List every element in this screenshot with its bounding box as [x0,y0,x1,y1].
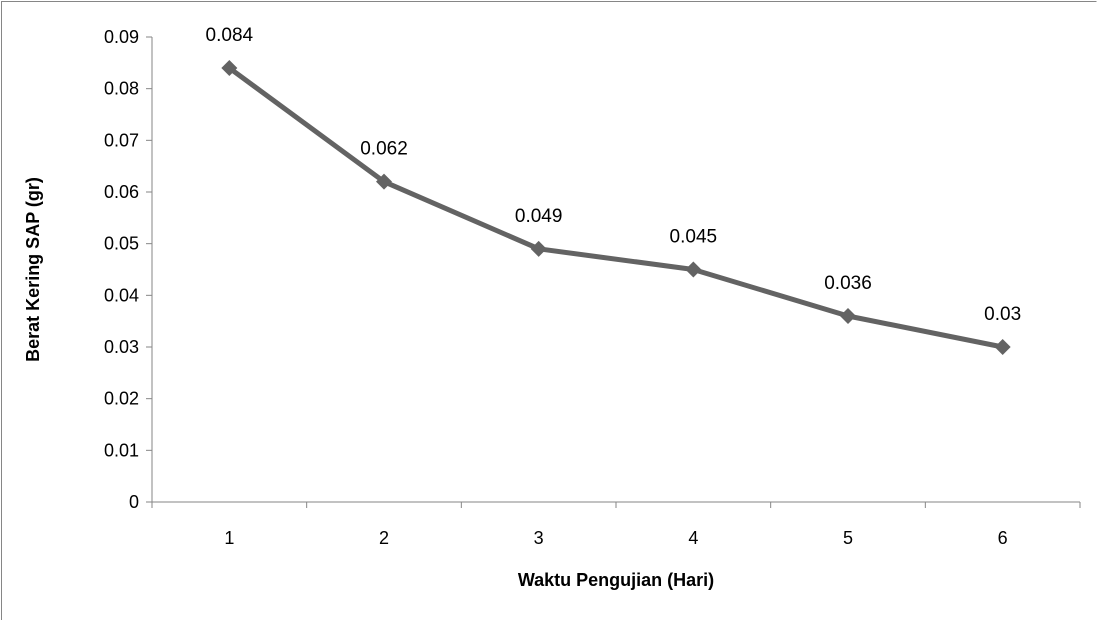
series-group: 0.084 0.062 0.049 0.045 0.036 0.03 [206,25,1021,355]
data-point-marker [221,60,238,76]
x-tick-label: 5 [843,528,853,548]
data-label: 0.049 [515,206,563,227]
x-tick-label: 1 [224,528,234,548]
x-tick-label: 4 [688,528,698,548]
x-axis-ticks: 1 2 3 4 5 6 [151,502,1081,548]
y-tick-label: 0.02 [104,389,139,409]
y-axis-ticks: 0 0.01 0.02 0.03 0.04 0.05 0.06 0.07 0.08 0.09 [104,27,152,512]
series-line [226,65,1006,350]
x-tick-label: 6 [998,528,1008,548]
y-tick-label: 0 [129,492,139,512]
y-tick-label: 0.04 [104,285,139,305]
data-label: 0.036 [824,273,872,294]
data-label: 0.084 [206,25,254,46]
data-label: 0.045 [670,227,718,248]
y-tick-label: 0.07 [104,130,139,150]
x-tick-label: 2 [379,528,389,548]
data-point-marker [530,240,547,257]
x-tick-label: 3 [534,528,544,548]
y-tick-label: 0.09 [104,27,139,47]
y-tick-label: 0.03 [104,337,139,357]
data-point-marker [994,339,1011,355]
data-label: 0.03 [984,304,1021,325]
data-point-marker [685,261,702,278]
y-tick-label: 0.01 [104,440,139,460]
data-point-marker [376,173,392,190]
y-tick-label: 0.08 [104,79,139,99]
data-label: 0.062 [360,139,408,160]
y-axis-title: Berat Kering SAP (gr) [23,177,43,362]
data-point-marker [840,308,856,324]
x-axis-title: Waktu Pengujian (Hari) [518,570,714,590]
y-tick-label: 0.06 [104,182,139,202]
y-tick-label: 0.05 [104,234,139,254]
